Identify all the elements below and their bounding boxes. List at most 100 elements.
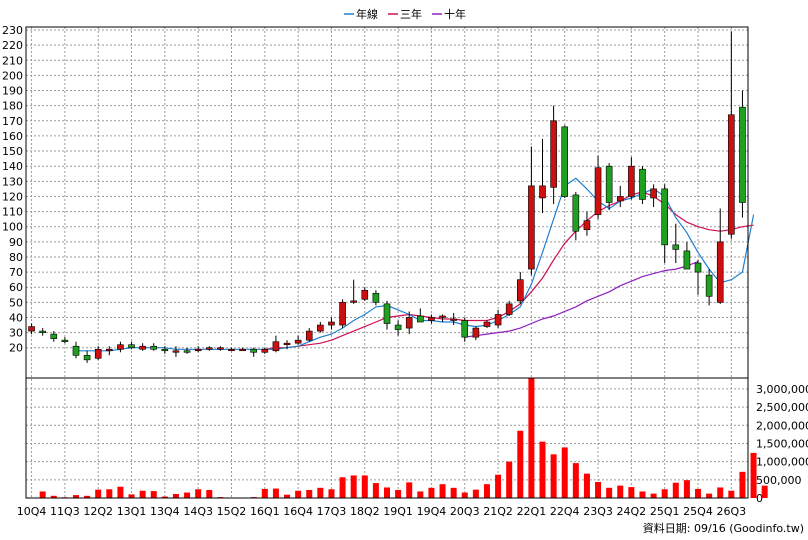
candle-body (317, 324, 324, 332)
candle-body (39, 330, 46, 333)
candle-body (405, 317, 413, 329)
volume-bar (150, 491, 157, 498)
price-tick-label: 150 (2, 145, 23, 158)
price-tick-label: 70 (9, 266, 23, 279)
volume-bar (272, 488, 279, 498)
candle-body (594, 167, 602, 215)
volume-bar (595, 482, 602, 498)
candle-body (628, 165, 635, 197)
candle-body (394, 324, 402, 330)
ma-10yr-line (464, 260, 699, 338)
candle-body (383, 303, 391, 324)
volume-bar (583, 473, 590, 498)
price-tick-label: 90 (9, 236, 23, 249)
x-tick-label: 16Q1 (250, 505, 280, 518)
volume-bar (361, 475, 368, 498)
volume-bar (106, 489, 113, 498)
x-tick-label: 22Q1 (517, 505, 547, 518)
candle-body (428, 317, 435, 321)
x-axis: 10Q4 11Q3 12Q2 13Q1 13Q4 14Q3 15Q2 16Q1 16Q4 17Q3… (17, 505, 746, 518)
candle-body (205, 347, 213, 350)
volume-bar (172, 494, 179, 498)
volume-bar (39, 491, 46, 498)
candle-body (705, 274, 713, 297)
x-tick-label: 25Q1 (650, 505, 680, 518)
volume-bar (506, 461, 513, 498)
candle-body (350, 300, 357, 303)
candle-body (716, 241, 724, 303)
x-tick-label: 10Q4 (17, 505, 47, 518)
volume-bar (384, 487, 390, 498)
volume-bar (184, 492, 191, 498)
candle-body (239, 348, 246, 352)
candle-body (194, 348, 202, 352)
x-tick-label: 16Q4 (283, 505, 313, 518)
x-tick-label: 23Q3 (583, 505, 613, 518)
candle-body (516, 279, 524, 302)
volume-tick-label: 0 (756, 492, 763, 505)
volume-bar (739, 471, 746, 498)
price-tick-label: 230 (2, 24, 23, 37)
candle-body (50, 333, 58, 339)
price-tick-label: 180 (2, 100, 23, 113)
volume-bar (84, 495, 91, 498)
candle-body (117, 344, 124, 350)
volume-bar (650, 493, 657, 498)
candle-body (261, 348, 269, 353)
x-tick-label: 12Q2 (83, 505, 113, 518)
candle-body (505, 303, 513, 315)
price-tick-label: 130 (2, 175, 23, 188)
candle-body (461, 320, 469, 338)
candle-body (583, 220, 591, 231)
price-tick-label: 50 (9, 296, 23, 309)
x-tick-label: 24Q2 (617, 505, 647, 518)
volume-bar (261, 488, 268, 498)
candle-body (439, 315, 446, 318)
candle-body (683, 250, 691, 270)
volume-bar (161, 496, 168, 498)
x-tick-label: 13Q4 (150, 505, 180, 518)
candle-body (183, 350, 191, 353)
x-tick-label: 13Q1 (117, 505, 147, 518)
x-tick-label: 21Q2 (483, 505, 513, 518)
volume-bar (639, 491, 646, 498)
volume-bar (617, 485, 624, 498)
x-tick-label: 15Q2 (217, 505, 247, 518)
candle-body (605, 165, 613, 203)
volume-bar (428, 487, 435, 498)
volume-bar (717, 487, 724, 498)
price-tick-label: 140 (2, 160, 23, 173)
volume-bar (72, 495, 79, 498)
volume-tick-label: 500,000 (756, 474, 802, 487)
candle-body (417, 315, 424, 323)
volume-bar (628, 487, 635, 498)
x-tick-label: 22Q4 (550, 505, 580, 518)
candle-body (150, 345, 158, 350)
candle-body (361, 289, 369, 300)
volume-bar (439, 484, 446, 498)
x-tick-label: 26Q3 (717, 505, 747, 518)
x-tick-label: 11Q3 (50, 505, 80, 518)
legend-label: 十年 (444, 7, 466, 21)
candle-body (328, 321, 335, 326)
x-tick-label: 18Q2 (350, 505, 380, 518)
chart-frame (25, 26, 749, 499)
volume-bars (28, 378, 768, 498)
x-tick-label: 17Q3 (317, 505, 347, 518)
volume-bar (472, 489, 479, 498)
volume-bar (50, 495, 57, 498)
price-tick-label: 30 (9, 327, 23, 340)
price-tick-label: 20 (9, 342, 23, 355)
volume-bar (528, 378, 535, 498)
volume-bar (317, 487, 324, 498)
volume-bar (606, 487, 613, 498)
x-tick-label: 19Q1 (383, 505, 413, 518)
ma-3yr-line (264, 191, 754, 350)
volume-bar (761, 485, 768, 498)
candle-body (172, 350, 180, 353)
volume-bar (417, 491, 424, 498)
volume-bar (206, 490, 213, 498)
volume-bar (128, 494, 135, 498)
volume-tick-label: 1,000,000 (756, 456, 808, 469)
candle-body (106, 348, 113, 352)
